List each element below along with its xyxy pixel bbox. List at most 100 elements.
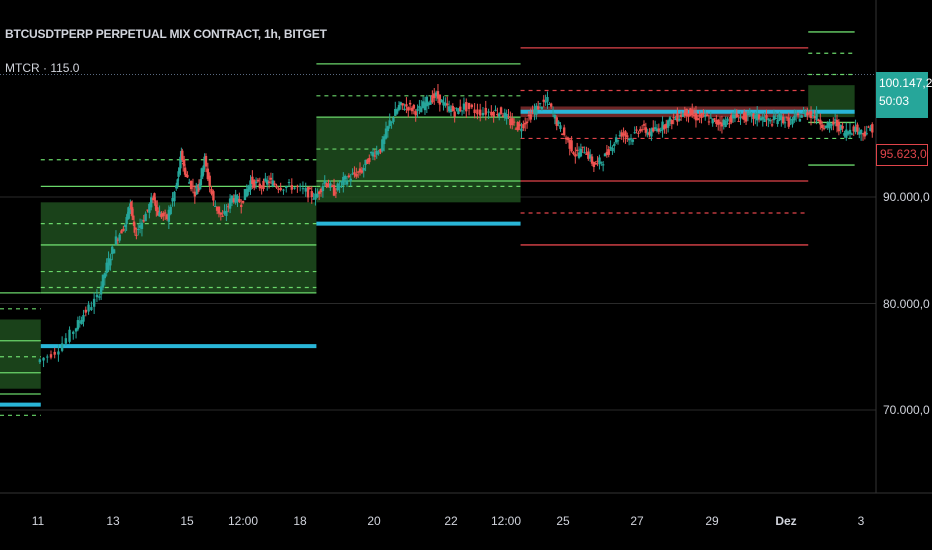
candle-body	[323, 180, 326, 184]
candle-body	[726, 118, 729, 122]
candle-body	[718, 121, 722, 124]
candle-body	[140, 222, 144, 229]
candle-body	[629, 138, 633, 140]
candle-body	[733, 114, 737, 119]
candle-body	[338, 186, 341, 188]
candle-body	[672, 117, 675, 119]
candle-body	[183, 167, 187, 175]
candle-body	[460, 110, 464, 112]
candle-body	[158, 211, 161, 217]
indicator-label[interactable]: MTCR · 115.0	[5, 61, 80, 75]
candle-body	[131, 215, 135, 218]
candle-body	[319, 188, 323, 193]
candle-body	[111, 246, 114, 255]
candle-body	[659, 130, 662, 132]
candle-body	[850, 133, 854, 135]
candle-body	[494, 109, 497, 111]
candle-body	[340, 181, 343, 183]
candle-body	[57, 351, 60, 355]
candle-body	[198, 183, 202, 188]
candle-body	[418, 105, 421, 109]
candle-body	[457, 108, 460, 115]
candle-body	[503, 112, 506, 117]
candle-body	[214, 205, 217, 207]
candle-body	[828, 122, 831, 129]
candle-body	[90, 307, 93, 311]
candle-body	[692, 115, 696, 117]
candle-body	[399, 102, 403, 106]
candle-body	[648, 131, 651, 136]
candle-body	[84, 309, 87, 313]
candle-body	[763, 118, 766, 122]
candle-body	[377, 152, 380, 154]
candle-body	[626, 135, 629, 138]
candle-body	[635, 129, 638, 131]
candle-body	[176, 179, 179, 186]
candle-body	[390, 121, 393, 123]
candle-body	[679, 114, 683, 118]
candle-body	[74, 328, 78, 332]
candle-body	[243, 189, 247, 201]
candle-body	[414, 111, 417, 116]
candle-body	[620, 132, 623, 137]
candle-body	[772, 115, 776, 121]
candle-body	[343, 175, 347, 180]
candle-body	[774, 118, 777, 120]
candle-body	[791, 118, 794, 125]
candle-body	[579, 148, 583, 157]
candle-body	[266, 180, 269, 185]
candle-body	[511, 118, 514, 126]
candle-body	[175, 185, 178, 189]
candle-body	[290, 185, 294, 190]
candle-body	[498, 113, 501, 117]
candle-body	[646, 132, 649, 135]
candle-body	[336, 183, 339, 191]
candle-body	[501, 115, 505, 117]
candle-body	[167, 209, 171, 222]
candle-body	[420, 107, 423, 113]
candle-body	[757, 114, 761, 120]
x-tick-label: 25	[556, 514, 570, 528]
level-zone	[316, 117, 521, 203]
candle-body	[642, 124, 646, 126]
candle-body	[169, 206, 172, 215]
candle-body	[813, 116, 816, 119]
x-tick-label: 15	[180, 514, 194, 528]
candle-body	[373, 155, 377, 157]
candle-body	[451, 105, 455, 112]
candle-body	[227, 206, 230, 208]
x-tick-label: 11	[31, 514, 45, 528]
candle-body	[271, 180, 274, 187]
candle-body	[433, 93, 436, 99]
candle-body	[310, 191, 313, 197]
candle-body	[421, 101, 425, 108]
candle-body	[798, 119, 802, 122]
candle-body	[804, 110, 807, 117]
candle-body	[830, 124, 833, 126]
candle-body	[351, 173, 354, 175]
candle-body	[555, 117, 558, 126]
candle-body	[570, 140, 573, 152]
candle-body	[130, 207, 134, 216]
candle-body	[447, 106, 451, 112]
candle-body	[325, 183, 328, 187]
candle-body	[349, 178, 352, 182]
candle-body	[627, 138, 631, 141]
candle-body	[785, 117, 789, 119]
candle-body	[661, 121, 664, 131]
candle-body	[568, 139, 571, 149]
candle-body	[505, 113, 508, 119]
y-tick-label: 70.000,0	[883, 403, 930, 417]
candle-body	[476, 109, 479, 115]
candle-body	[296, 186, 299, 188]
candle-body	[392, 117, 395, 122]
candle-body	[845, 129, 848, 138]
candle-body	[858, 131, 861, 135]
candle-body	[260, 187, 263, 189]
candle-body	[633, 132, 636, 134]
candle-body	[151, 198, 155, 201]
candle-body	[507, 116, 510, 118]
candle-body	[240, 204, 243, 207]
candle-body	[512, 121, 516, 123]
